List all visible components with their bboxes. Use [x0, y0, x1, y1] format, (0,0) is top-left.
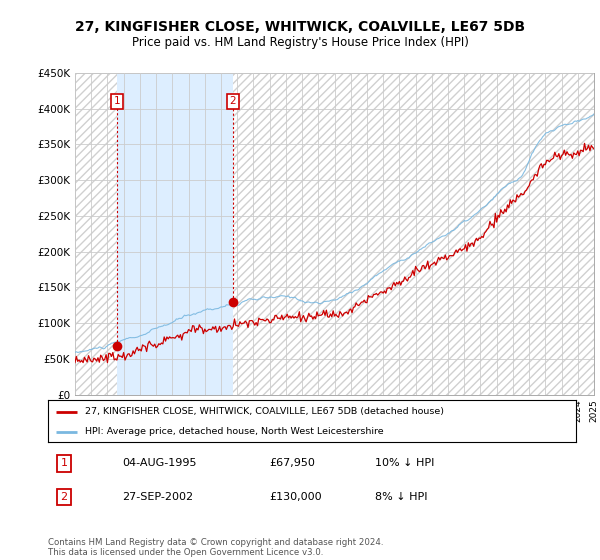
Text: £130,000: £130,000 — [270, 492, 322, 502]
Bar — [233, 73, 594, 395]
Bar — [75, 73, 117, 395]
Text: 2: 2 — [60, 492, 67, 502]
Text: 2: 2 — [229, 96, 236, 106]
Bar — [75, 73, 117, 395]
Text: 27, KINGFISHER CLOSE, WHITWICK, COALVILLE, LE67 5DB (detached house): 27, KINGFISHER CLOSE, WHITWICK, COALVILL… — [85, 407, 444, 416]
Text: 1: 1 — [113, 96, 120, 106]
Text: Contains HM Land Registry data © Crown copyright and database right 2024.
This d: Contains HM Land Registry data © Crown c… — [48, 538, 383, 557]
Text: Price paid vs. HM Land Registry's House Price Index (HPI): Price paid vs. HM Land Registry's House … — [131, 36, 469, 49]
Text: HPI: Average price, detached house, North West Leicestershire: HPI: Average price, detached house, Nort… — [85, 427, 383, 436]
Text: 27, KINGFISHER CLOSE, WHITWICK, COALVILLE, LE67 5DB: 27, KINGFISHER CLOSE, WHITWICK, COALVILL… — [75, 20, 525, 34]
Text: 8% ↓ HPI: 8% ↓ HPI — [376, 492, 428, 502]
Bar — [117, 73, 233, 395]
Text: 27-SEP-2002: 27-SEP-2002 — [122, 492, 193, 502]
Text: 1: 1 — [61, 459, 67, 468]
Text: 10% ↓ HPI: 10% ↓ HPI — [376, 459, 435, 468]
Text: 04-AUG-1995: 04-AUG-1995 — [122, 459, 196, 468]
Text: £67,950: £67,950 — [270, 459, 316, 468]
